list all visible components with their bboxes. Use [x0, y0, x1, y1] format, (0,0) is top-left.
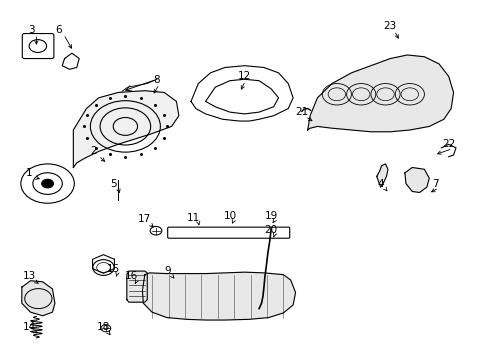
Text: 13: 13: [23, 271, 36, 282]
Text: 6: 6: [55, 25, 62, 35]
Circle shape: [41, 179, 53, 188]
Text: 5: 5: [110, 179, 116, 189]
Text: 12: 12: [237, 71, 251, 81]
Text: 16: 16: [125, 271, 138, 282]
Text: 8: 8: [153, 75, 160, 85]
Text: 10: 10: [223, 211, 236, 221]
Text: 23: 23: [383, 21, 396, 31]
Text: 15: 15: [106, 264, 120, 274]
Text: 22: 22: [441, 139, 454, 149]
Text: 1: 1: [26, 168, 33, 178]
Text: 9: 9: [164, 266, 171, 276]
Text: 18: 18: [97, 322, 110, 332]
Polygon shape: [404, 167, 428, 193]
Text: 19: 19: [264, 211, 277, 221]
Polygon shape: [307, 55, 453, 132]
Text: 20: 20: [264, 225, 277, 235]
Polygon shape: [73, 91, 179, 167]
Polygon shape: [22, 281, 55, 316]
Text: 7: 7: [431, 179, 438, 189]
Polygon shape: [376, 164, 387, 187]
Text: 4: 4: [377, 179, 383, 189]
Text: 14: 14: [23, 322, 36, 332]
Text: 11: 11: [186, 212, 200, 222]
Text: 21: 21: [295, 107, 308, 117]
Text: 2: 2: [90, 147, 97, 157]
Text: 3: 3: [28, 25, 35, 35]
Polygon shape: [126, 271, 147, 302]
Polygon shape: [142, 272, 295, 320]
Text: 17: 17: [138, 214, 151, 224]
